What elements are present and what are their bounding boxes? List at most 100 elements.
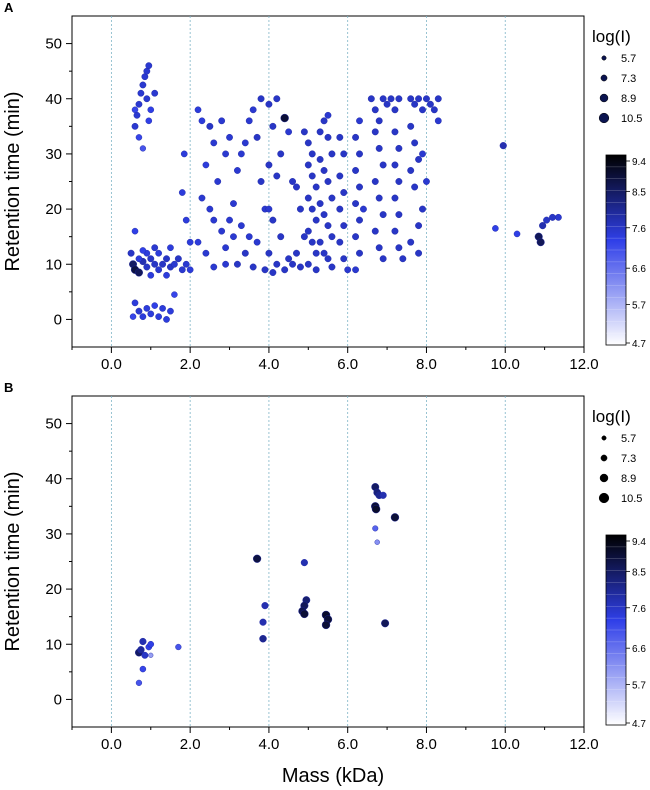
data-point — [167, 307, 174, 315]
size-legend-marker — [599, 473, 609, 483]
data-point — [312, 249, 320, 257]
data-point — [407, 167, 415, 174]
size-legend-marker — [601, 435, 607, 441]
data-point — [492, 225, 499, 232]
data-point — [198, 117, 206, 125]
data-point — [415, 155, 423, 163]
data-point — [328, 150, 336, 158]
data-point — [324, 178, 332, 185]
data-point — [336, 133, 344, 141]
colorbar-tick-label: 5.7 — [632, 681, 646, 692]
data-point — [336, 238, 344, 246]
data-point — [312, 183, 320, 191]
data-point — [139, 665, 147, 673]
data-point — [259, 618, 267, 626]
data-point — [273, 172, 281, 180]
data-point — [210, 263, 218, 271]
data-point — [137, 89, 145, 97]
data-point — [234, 167, 241, 174]
size-legend-label: 8.9 — [621, 93, 636, 105]
data-point — [131, 122, 139, 130]
data-point — [371, 504, 381, 514]
data-point — [167, 244, 174, 252]
data-point — [171, 291, 178, 298]
data-point — [411, 139, 419, 147]
data-point — [147, 255, 155, 263]
data-point — [328, 233, 336, 241]
data-point — [135, 100, 143, 108]
data-point — [289, 260, 296, 268]
colorbar-tick-label: 4.7 — [632, 719, 646, 730]
x-tick-label: 4.0 — [258, 736, 279, 753]
data-point — [379, 491, 387, 499]
data-point — [340, 255, 348, 263]
data-point — [320, 117, 328, 125]
data-point — [419, 150, 426, 158]
data-point — [137, 646, 145, 654]
data-point — [300, 609, 309, 619]
data-point — [241, 139, 249, 147]
size-legend-marker — [601, 55, 607, 61]
data-point — [269, 269, 277, 276]
data-point — [296, 263, 304, 271]
data-point — [159, 260, 167, 268]
data-point — [375, 144, 383, 152]
x-tick-label: 0.0 — [101, 736, 122, 753]
data-point — [249, 106, 257, 114]
colorbar-tick-label: 9.4 — [632, 157, 646, 168]
data-point — [513, 230, 521, 238]
data-point — [265, 205, 273, 213]
size-legend-marker — [600, 454, 608, 462]
data-point — [300, 233, 308, 241]
data-point — [324, 222, 332, 230]
data-point — [320, 167, 328, 174]
data-point — [285, 255, 293, 263]
data-point — [134, 268, 143, 277]
y-tick-label: 50 — [45, 36, 62, 53]
data-point — [356, 183, 363, 191]
data-point — [304, 194, 312, 202]
panel-label: A — [4, 0, 14, 15]
data-point — [379, 211, 387, 219]
y-axis-title: Retention time (min) — [2, 471, 24, 651]
data-point — [277, 150, 285, 158]
x-tick-label: 12.0 — [569, 356, 598, 373]
data-point — [536, 238, 545, 247]
data-point — [352, 200, 360, 208]
data-point — [182, 260, 190, 268]
data-point — [214, 178, 222, 185]
colorbar-tick-label: 8.5 — [632, 567, 646, 578]
colorbar-tick-label: 6.6 — [632, 644, 646, 655]
data-point — [360, 205, 367, 213]
data-point — [344, 266, 352, 274]
data-point — [312, 266, 320, 274]
data-point — [143, 263, 151, 271]
colorbar-tick-label: 7.6 — [632, 224, 646, 235]
x-tick-label: 4.0 — [258, 356, 279, 373]
data-point — [139, 81, 147, 89]
data-point — [210, 139, 218, 147]
data-point — [324, 111, 332, 119]
data-point — [145, 62, 153, 70]
x-tick-label: 8.0 — [416, 356, 437, 373]
y-tick-label: 30 — [45, 146, 62, 163]
data-point — [218, 117, 226, 125]
data-point — [143, 95, 151, 103]
data-point — [159, 305, 166, 312]
data-point — [163, 316, 170, 323]
data-point — [374, 539, 380, 545]
size-legend-label: 7.3 — [621, 73, 636, 85]
data-point — [206, 205, 214, 213]
panel-b: B 0.0 2.0 4.0 6.0 8.0 10.0 12.0 0 10 20 30 40 50 Reten… — [2, 380, 646, 753]
data-point — [139, 637, 147, 646]
data-point — [352, 133, 360, 141]
data-point — [129, 313, 137, 320]
data-point — [379, 161, 387, 169]
data-point — [304, 139, 312, 147]
size-legend-title: log(I) — [592, 27, 631, 46]
data-point — [285, 128, 293, 136]
data-point — [241, 249, 249, 257]
data-point — [139, 145, 147, 152]
data-point — [407, 238, 415, 246]
